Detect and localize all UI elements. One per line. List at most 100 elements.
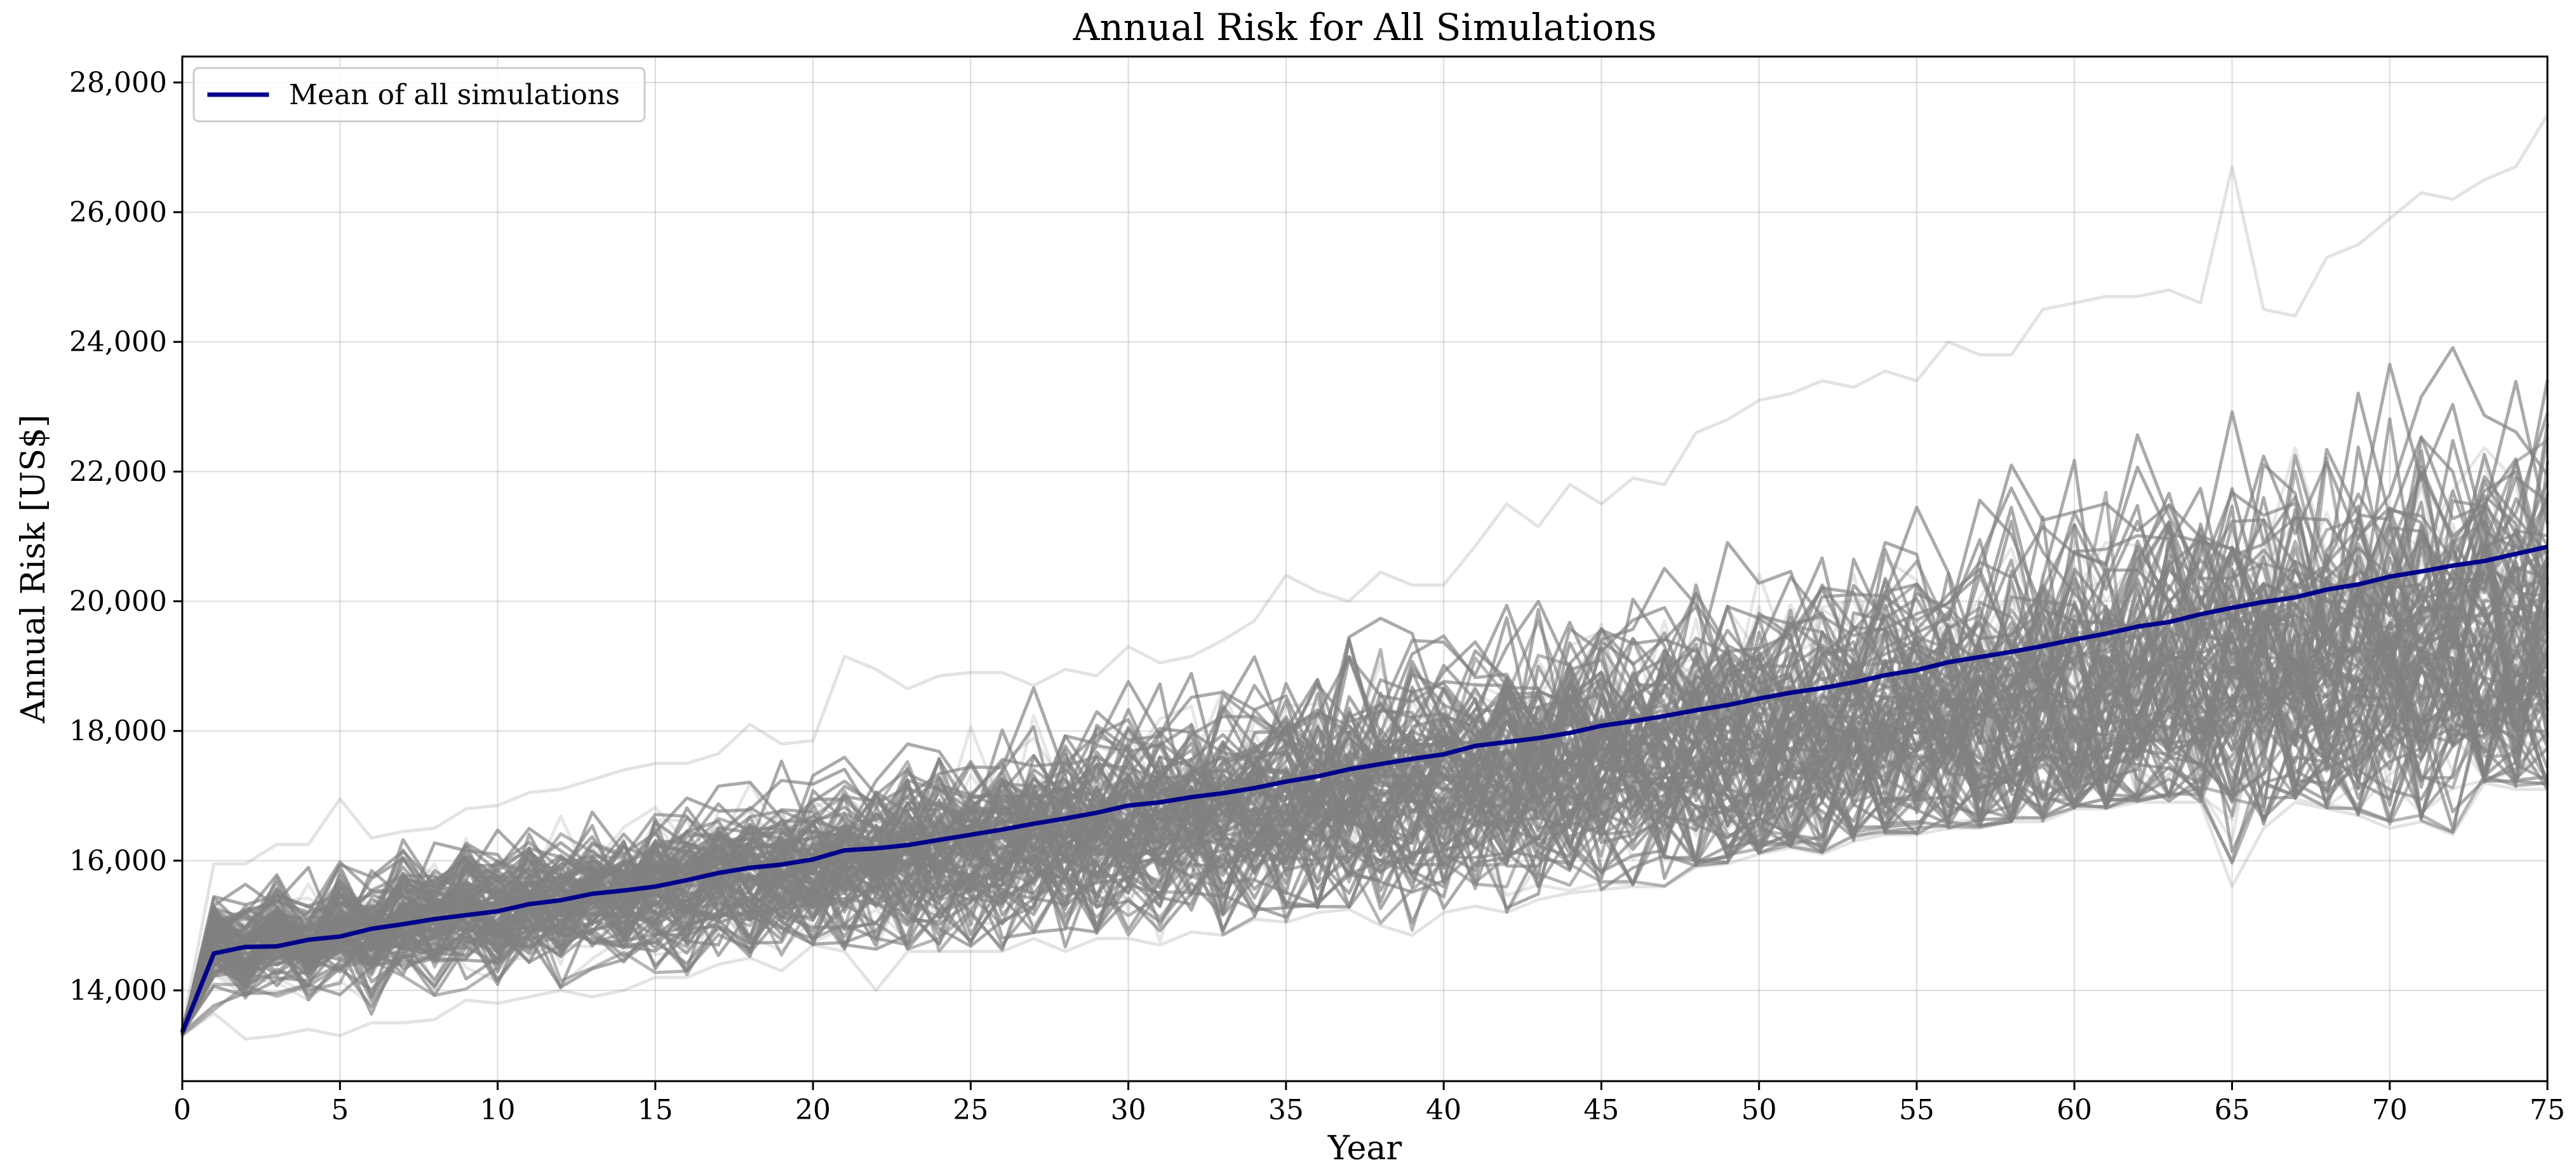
simulation-line xyxy=(180,639,2549,1035)
y-tick-label: 22,000 xyxy=(69,455,167,488)
simulation-line xyxy=(180,507,2549,1035)
simulation-line xyxy=(180,527,2549,1034)
simulation-line xyxy=(181,762,2548,1037)
simulation-line xyxy=(180,540,2549,1033)
simulation-line xyxy=(180,504,2549,1035)
x-tick-label: 45 xyxy=(1583,1094,1619,1126)
simulation-line xyxy=(180,583,2549,1034)
legend: Mean of all simulations xyxy=(192,67,646,123)
simulation-line xyxy=(180,516,2549,1032)
simulation-line xyxy=(180,568,2549,1031)
y-tick-label: 26,000 xyxy=(69,196,167,229)
simulation-line xyxy=(180,544,2549,1032)
simulation-line xyxy=(180,525,2549,1033)
simulation-line xyxy=(180,543,2549,1034)
simulation-line xyxy=(180,481,2549,1035)
simulation-line xyxy=(180,454,2549,1032)
simulation-line xyxy=(180,475,2549,1032)
simulation-line xyxy=(180,492,2549,1037)
y-tick-label: 20,000 xyxy=(69,586,167,618)
simulation-line xyxy=(180,439,2549,1031)
simulation-line xyxy=(180,539,2549,1033)
x-tick-label: 15 xyxy=(638,1094,673,1126)
simulation-line xyxy=(180,581,2549,1031)
simulation-line xyxy=(180,436,2549,1032)
simulation-line xyxy=(180,504,2549,1035)
simulation-line xyxy=(180,587,2549,1030)
simulation-line xyxy=(180,456,2549,1035)
simulation-line xyxy=(180,604,2549,1034)
simulation-line xyxy=(180,528,2549,1034)
simulation-line xyxy=(180,618,2549,1035)
simulation-line xyxy=(180,624,2548,1032)
simulation-line xyxy=(180,616,2549,1035)
simulation-line xyxy=(180,499,2549,1032)
x-tick-label: 20 xyxy=(795,1094,831,1126)
simulation-line xyxy=(180,600,2549,1030)
simulation-line xyxy=(180,610,2549,1034)
simulation-line xyxy=(180,664,2549,1034)
simulation-line xyxy=(180,565,2549,1035)
simulation-line xyxy=(180,668,2549,1030)
simulation-line xyxy=(180,511,2549,1032)
simulation-line xyxy=(180,475,2549,1032)
simulation-line xyxy=(180,447,2549,1034)
simulation-line xyxy=(180,586,2549,1035)
simulation-line xyxy=(180,609,2548,1034)
simulation-line xyxy=(180,568,2549,1031)
simulation-line xyxy=(180,600,2548,1036)
simulation-line xyxy=(180,657,2548,1032)
simulation-line xyxy=(180,533,2548,1033)
simulation-line xyxy=(180,504,2549,1035)
x-tick-label: 5 xyxy=(331,1094,349,1126)
simulation-line xyxy=(180,633,2549,1032)
simulation-line xyxy=(180,560,2549,1033)
simulation-line xyxy=(180,549,2549,1035)
simulation-line xyxy=(180,600,2548,1036)
simulation-line xyxy=(180,417,2549,1033)
simulation-line xyxy=(180,548,2549,1029)
simulation-line xyxy=(180,666,2548,1035)
simulation-line xyxy=(180,436,2549,1034)
simulation-line xyxy=(180,457,2549,1032)
simulation-line xyxy=(180,586,2549,1035)
y-tick-label: 14,000 xyxy=(69,974,167,1007)
simulation-line xyxy=(180,471,2549,1034)
x-tick-label: 10 xyxy=(480,1094,516,1126)
x-tick-label: 0 xyxy=(173,1094,191,1126)
simulation-line xyxy=(180,515,2549,1033)
simulation-line xyxy=(180,423,2549,1034)
x-axis-label: Year xyxy=(1327,1129,1402,1168)
simulation-line xyxy=(180,565,2549,1035)
simulation-line xyxy=(180,670,2548,1036)
y-tick-label: 18,000 xyxy=(69,715,167,748)
simulation-line xyxy=(180,454,2549,1032)
y-tick-label: 28,000 xyxy=(69,67,167,99)
simulation-line xyxy=(180,417,2549,1033)
simulation-line xyxy=(180,686,2549,1034)
simulation-line xyxy=(180,379,2549,1034)
simulation-line xyxy=(180,610,2548,1033)
simulation-line xyxy=(180,662,2549,1032)
simulation-line xyxy=(180,553,2549,1033)
x-tick-label: 60 xyxy=(2056,1094,2092,1126)
simulation-line xyxy=(180,549,2548,1033)
simulation-line xyxy=(180,547,2548,1033)
simulation-line xyxy=(180,436,2549,1034)
simulation-line xyxy=(180,533,2549,1032)
simulation-line xyxy=(180,531,2549,1032)
simulation-line xyxy=(180,631,2549,1036)
simulation-line xyxy=(180,449,2549,1032)
x-tick-label: 25 xyxy=(953,1094,988,1126)
simulation-line xyxy=(180,606,2549,1032)
simulation-line xyxy=(180,587,2549,1030)
simulation-line xyxy=(180,586,2549,1035)
simulation-line xyxy=(180,539,2549,1032)
simulation-line xyxy=(180,346,2549,1035)
y-tick-label: 16,000 xyxy=(69,845,167,877)
simulation-line xyxy=(180,622,2549,1034)
simulation-line xyxy=(180,549,2549,1035)
simulation-line xyxy=(180,481,2549,1035)
simulation-line xyxy=(180,638,2548,1035)
